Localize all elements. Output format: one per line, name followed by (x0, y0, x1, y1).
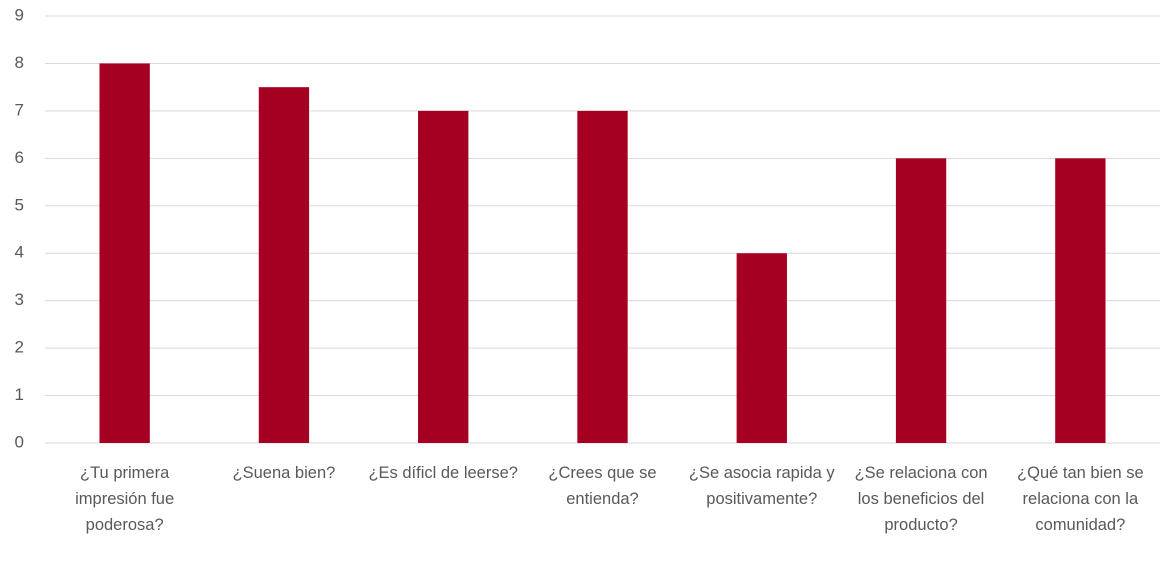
y-tick-label: 0 (15, 432, 24, 451)
y-tick-label: 8 (15, 53, 24, 72)
y-tick-label: 3 (15, 290, 24, 309)
bar (258, 87, 310, 444)
bar (1055, 158, 1106, 444)
y-tick-label: 9 (15, 5, 24, 24)
bar (736, 253, 787, 443)
bar (99, 63, 150, 443)
x-tick-label: ¿Se relaciona con los beneficios del pro… (854, 464, 988, 534)
y-tick-label: 5 (15, 195, 24, 214)
x-tick-label: ¿Qué tan bien se relaciona con la comuni… (1017, 464, 1144, 534)
bar (577, 110, 628, 443)
x-tick-label: ¿Se asocia rapida y positivamente? (688, 464, 835, 508)
x-tick-label: ¿Crees que se entienda? (548, 464, 657, 508)
bar (895, 158, 947, 444)
y-tick-label: 1 (15, 385, 24, 404)
x-tick-label: ¿Suena bien? (232, 464, 336, 482)
x-tick-label: ¿Es díficl de leerse? (368, 464, 518, 482)
y-tick-label: 6 (15, 148, 24, 167)
y-tick-label: 7 (15, 100, 24, 119)
bar (418, 110, 469, 443)
y-tick-label: 2 (15, 338, 24, 357)
y-tick-label: 4 (15, 243, 24, 262)
x-tick-label: ¿Tu primera impresión fue poderosa? (75, 464, 175, 534)
